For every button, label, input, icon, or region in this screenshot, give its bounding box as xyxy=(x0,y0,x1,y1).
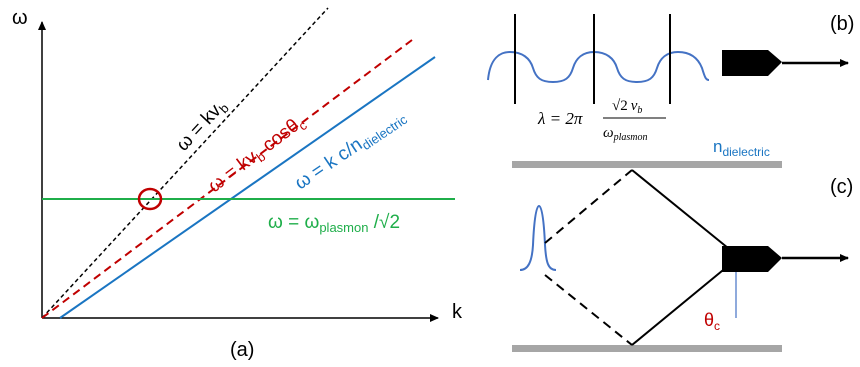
panel-c: ndielectric (c) θc xyxy=(512,137,853,352)
svg-text:ω = kvb: ω = kvb xyxy=(172,95,232,157)
detector-c xyxy=(722,246,782,272)
panel-b-caption: (b) xyxy=(830,13,854,35)
panel-c-caption: (c) xyxy=(830,176,853,198)
solid-ray-upper xyxy=(631,169,729,249)
panel-a-caption: (a) xyxy=(230,339,254,361)
label-kvb: ω = kvb xyxy=(172,95,232,157)
label-k-c-n: ω = k c/ndielectric xyxy=(291,105,410,196)
solid-ray-lower xyxy=(631,265,729,346)
x-axis-label: k xyxy=(452,301,463,323)
detector-b xyxy=(722,50,782,76)
label-plasmon: ω = ωplasmon /√2 xyxy=(268,212,400,235)
waveguide-top-wall xyxy=(512,161,782,168)
n-dielectric-label: ndielectric xyxy=(713,137,770,159)
panel-b: (b) λ = 2π √2 vb ωplasmon xyxy=(487,13,854,143)
line-kvb xyxy=(41,7,329,319)
dashed-ray-lower xyxy=(544,274,633,346)
panel-a: ω k (a) ω = kvb ω = kvb cosθc ω = k c/nd… xyxy=(12,7,463,361)
intersection-circle xyxy=(137,187,163,211)
theta-c-label: θc xyxy=(704,310,720,333)
formula-lhs: λ = 2π xyxy=(537,109,583,128)
wavelength-formula: λ = 2π √2 vb ωplasmon xyxy=(537,98,666,143)
line-k-c-n xyxy=(59,56,436,319)
plasmon-wave xyxy=(487,50,710,84)
formula-denominator: ωplasmon xyxy=(603,125,648,143)
electron-bunch xyxy=(519,204,557,271)
waveguide-bottom-wall xyxy=(512,345,782,352)
formula-numerator: √2 vb xyxy=(612,98,642,116)
y-axis-label: ω xyxy=(12,7,28,29)
svg-text:ω = k c/ndielectric: ω = k c/ndielectric xyxy=(291,105,410,196)
dashed-ray-upper xyxy=(544,169,633,244)
